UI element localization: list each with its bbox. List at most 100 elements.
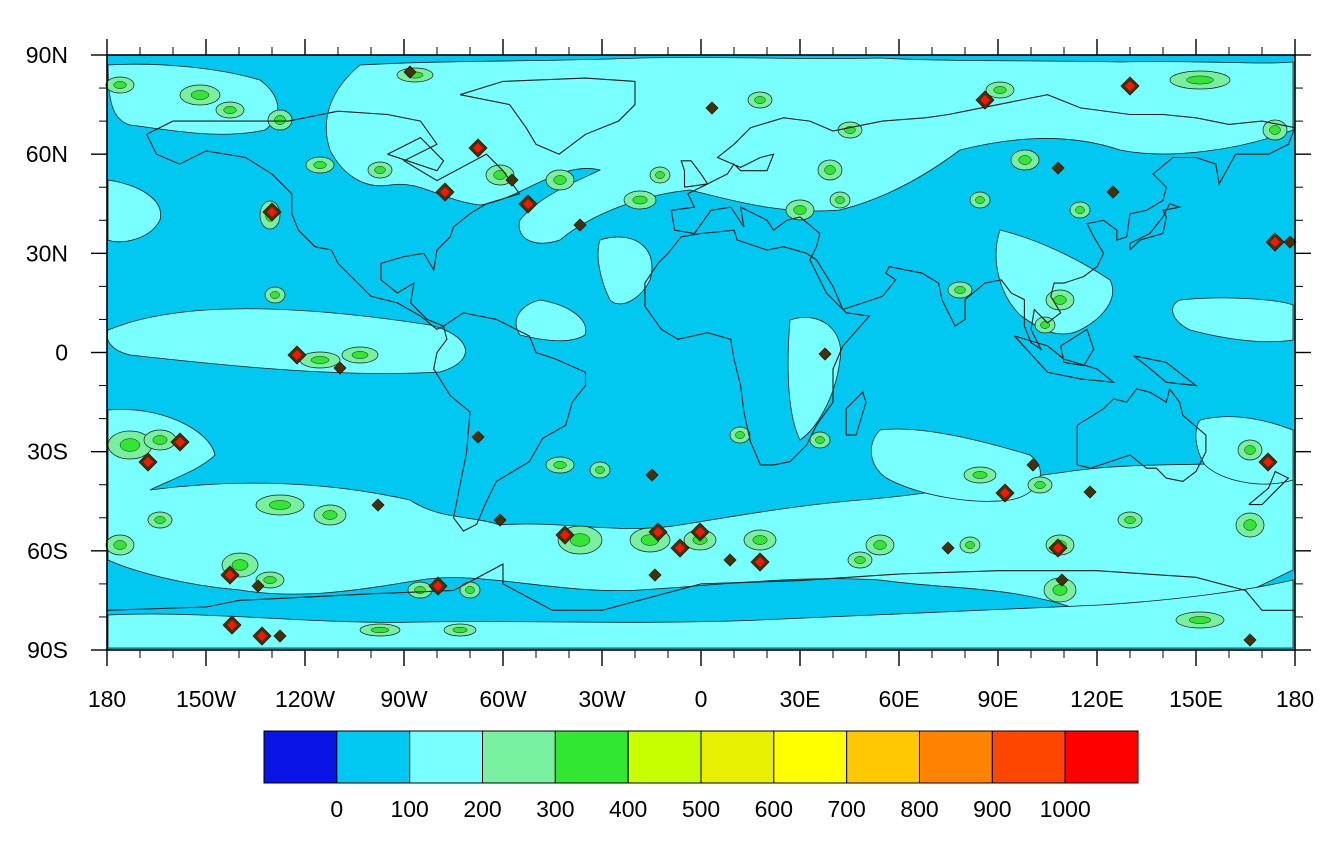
x-axis: 180 150W 120W 90W 60W 30W 0 30E 60E 90E 120E 150E 18… [88,39,1314,712]
hotspot-core-29 [1270,237,1280,247]
light-region-3 [107,579,1294,649]
contour-green-regions [105,67,1288,637]
hotspot-11 [471,430,485,444]
hotspot-core-10 [175,437,185,447]
green-core-56 [815,436,825,444]
x-tick-label: 150E [1169,686,1223,712]
hotspot-6 [505,173,519,187]
hotspot-33 [1051,161,1065,175]
green-core-14 [119,438,141,452]
hotspot-24 [273,629,287,643]
hotspot-35 [818,347,832,361]
light-region-7 [787,317,842,441]
green-core-20 [231,559,249,571]
light-region-2 [107,408,1294,622]
light-region-11 [597,236,653,305]
hotspot-38 [493,513,507,527]
light-region-10 [995,229,1113,335]
green-core-28 [873,540,887,550]
green-core-59 [854,556,866,564]
hotspot-core-22 [227,620,237,630]
green-core-21 [263,576,277,584]
colorbar-box-7 [700,730,775,784]
hotspot-43 [705,101,719,115]
coastlines [106,77,1296,611]
hotspot-core-9 [143,457,153,467]
x-tick-label: 180 [88,686,126,712]
colorbar-box-10 [919,730,993,784]
hotspot-core-4 [440,187,450,197]
green-core-16 [268,500,292,510]
x-tick-label: 150W [176,686,236,712]
y-tick-label: 90S [27,637,68,663]
green-core-35 [370,627,390,633]
coastline-north-america [146,110,521,331]
colorbar-label: 300 [536,796,574,822]
colorbar-label: 100 [390,796,428,822]
hotspot-2 [403,65,417,79]
colorbar-box-4 [482,730,556,784]
x-tick-label: 30E [780,686,821,712]
green-core-17 [322,510,338,520]
hotspot-41 [1026,458,1040,472]
hotspot-34 [1106,185,1120,199]
hotspot-core-32 [1125,81,1135,91]
colorbar-box-9 [846,730,921,784]
green-core-48 [835,196,845,204]
green-core-33 [1052,584,1068,596]
y-tick-label: 0 [55,340,68,366]
x-tick-label: 30W [578,686,626,712]
hotspot-39 [1083,485,1097,499]
y-axis: 90N 60N 30N 0 30S 60S 90S [26,42,1311,663]
green-core-46 [655,171,665,179]
coastline-greenland [459,77,636,155]
coastline-africa-eurasia [644,94,1296,466]
x-tick-label: 120E [1070,686,1124,712]
green-core-8 [754,96,766,104]
green-core-10 [993,86,1007,94]
x-tick-label: 0 [695,686,708,712]
green-core-44 [374,166,386,174]
green-core-15 [152,435,168,445]
x-tick-label: 90W [380,686,428,712]
hotspot-core-23 [257,631,267,641]
green-core-60 [965,541,975,549]
colorbar-box-8 [773,730,848,784]
green-core-36 [452,627,468,633]
hotspot-27 [1055,573,1069,587]
y-tick-label: 30S [27,439,68,465]
colorbar-box-12 [1064,730,1139,784]
hotspot-42 [1243,633,1257,647]
coastline-antarctica [106,563,1295,611]
y-tick-label: 90N [26,42,68,68]
coastline-south-america [433,312,587,532]
colorbar-label: 1000 [1040,796,1091,822]
x-tick-label: 90E [978,686,1019,712]
green-core-40 [1018,155,1032,165]
green-core-4 [274,115,286,125]
x-tick-label: 120W [275,686,335,712]
coastline-new-zealand [1248,470,1290,506]
hotspot-core-14 [675,543,685,553]
light-region-9 [1172,297,1294,343]
green-core-23 [465,586,475,594]
green-core-38 [154,516,166,524]
colorbar-box-1 [263,730,338,784]
colorbar-box-6 [627,730,702,784]
light-region-4 [325,57,1294,244]
green-core-18 [351,351,369,359]
green-core-19 [310,356,330,364]
coastline-japan [1129,203,1182,251]
colorbar-box-2 [336,730,411,784]
hotspot-core-3 [473,143,483,153]
coastline-indonesia [1014,335,1116,384]
green-core-50 [1053,295,1067,305]
hotspot-30 [1283,235,1297,249]
hotspot-core-13 [653,527,663,537]
green-core-29 [972,471,988,479]
colorbar-box-3 [409,730,483,784]
contour-light-regions [106,57,1294,649]
green-core-37 [113,540,127,550]
colorbar-label: 600 [755,796,793,822]
green-core-47 [793,205,807,215]
